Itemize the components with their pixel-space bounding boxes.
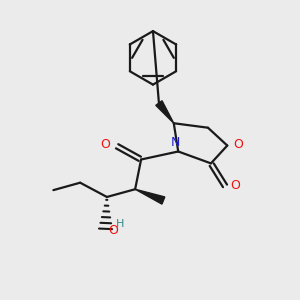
Text: O: O <box>230 179 240 192</box>
Text: O: O <box>100 138 110 151</box>
Text: O: O <box>108 224 118 237</box>
Polygon shape <box>135 189 165 204</box>
Text: O: O <box>233 138 243 151</box>
Text: H: H <box>116 219 124 229</box>
Text: N: N <box>171 136 181 148</box>
Polygon shape <box>156 101 174 123</box>
